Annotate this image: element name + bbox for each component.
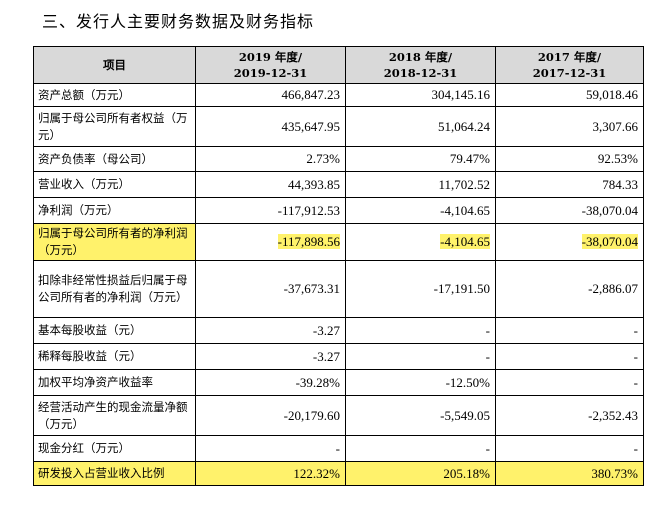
table-row: 扣除非经常性损益后归属于母公司所有者的净利润（万元） -37,673.31 -1…	[33, 260, 644, 318]
value-2018: 11,702.52	[345, 171, 496, 198]
row-label: 稀释每股收益（元）	[33, 343, 196, 370]
value-2017: -38,070.04	[495, 223, 644, 261]
value-2019: 44,393.85	[195, 171, 346, 198]
value-2017: -2,886.07	[495, 260, 644, 318]
value-2018: 304,145.16	[345, 83, 496, 107]
value-2019: 466,847.23	[195, 83, 346, 107]
value-2019: -20,179.60	[195, 395, 346, 436]
value-2017: 380.73%	[495, 461, 644, 486]
value-2018: -	[345, 343, 496, 370]
row-label: 归属于母公司所有者权益（万元）	[33, 106, 196, 147]
value-2017: -2,352.43	[495, 395, 644, 436]
value-2019: -3.27	[195, 343, 346, 370]
value-2018: -4,104.65	[345, 223, 496, 261]
value-2019: 2.73%	[195, 146, 346, 172]
value-2018: 79.47%	[345, 146, 496, 172]
value-2017-text: -38,070.04	[581, 234, 638, 249]
header-2017-line1: 2017 年度/	[537, 50, 602, 64]
financial-indicators-table: 项目 2019 年度/2019-12-31 2018 年度/2018-12-31…	[33, 46, 644, 486]
value-2019: -39.28%	[195, 369, 346, 396]
value-2018: -5,549.05	[345, 395, 496, 436]
row-label: 经营活动产生的现金流量净额（万元）	[33, 395, 196, 436]
table-row: 归属于母公司所有者权益（万元） 435,647.95 51,064.24 3,3…	[33, 106, 644, 147]
value-2017: 3,307.66	[495, 106, 644, 147]
value-2019: 435,647.95	[195, 106, 346, 147]
table-row: 营业收入（万元） 44,393.85 11,702.52 784.33	[33, 171, 644, 198]
value-2018: -12.50%	[345, 369, 496, 396]
header-2019-line2: 2019-12-31	[233, 66, 308, 80]
value-2018-text: -4,104.65	[440, 234, 490, 249]
table-header-row: 项目 2019 年度/2019-12-31 2018 年度/2018-12-31…	[33, 46, 644, 84]
value-2018: -	[345, 317, 496, 344]
row-label: 营业收入（万元）	[33, 171, 196, 198]
header-2018-line2: 2018-12-31	[383, 66, 458, 80]
table-row: 资产总额（万元） 466,847.23 304,145.16 59,018.46	[33, 83, 644, 107]
value-2017: -	[495, 435, 644, 462]
value-2019: -117,912.53	[195, 197, 346, 224]
row-label: 资产负债率（母公司）	[33, 146, 196, 172]
header-item-label: 项目	[103, 58, 126, 72]
value-2017: 59,018.46	[495, 83, 644, 107]
table-row: 净利润（万元） -117,912.53 -4,104.65 -38,070.04	[33, 197, 644, 224]
table-row-highlighted: 研发投入占营业收入比例 122.32% 205.18% 380.73%	[33, 461, 644, 486]
table-row: 现金分红（万元） - - -	[33, 435, 644, 462]
table-row: 稀释每股收益（元） -3.27 - -	[33, 343, 644, 370]
row-label: 现金分红（万元）	[33, 435, 196, 462]
row-label: 加权平均净资产收益率	[33, 369, 196, 396]
value-2019: -3.27	[195, 317, 346, 344]
row-label: 基本每股收益（元）	[33, 317, 196, 344]
value-2018: 205.18%	[345, 461, 496, 486]
value-2017: 784.33	[495, 171, 644, 198]
header-2018-line1: 2018 年度/	[388, 50, 453, 64]
value-2017: 92.53%	[495, 146, 644, 172]
value-2019: -37,673.31	[195, 260, 346, 318]
value-2019-text: -117,898.56	[277, 234, 340, 249]
value-2018: -17,191.50	[345, 260, 496, 318]
table-row-highlighted: 归属于母公司所有者的净利润（万元） -117,898.56 -4,104.65 …	[33, 223, 644, 261]
row-label: 净利润（万元）	[33, 197, 196, 224]
header-2018: 2018 年度/2018-12-31	[345, 46, 496, 84]
value-2019: 122.32%	[195, 461, 346, 486]
header-item: 项目	[33, 46, 196, 84]
row-label: 扣除非经常性损益后归属于母公司所有者的净利润（万元）	[33, 260, 196, 318]
header-2019: 2019 年度/2019-12-31	[195, 46, 346, 84]
value-2017: -	[495, 369, 644, 396]
header-2017-line2: 2017-12-31	[532, 66, 607, 80]
row-label: 研发投入占营业收入比例	[33, 461, 196, 486]
row-label: 归属于母公司所有者的净利润（万元）	[33, 223, 196, 261]
value-2017: -	[495, 343, 644, 370]
table-row: 基本每股收益（元） -3.27 - -	[33, 317, 644, 344]
value-2018: -	[345, 435, 496, 462]
row-label: 资产总额（万元）	[33, 83, 196, 107]
value-2019: -117,898.56	[195, 223, 346, 261]
table-row: 经营活动产生的现金流量净额（万元） -20,179.60 -5,549.05 -…	[33, 395, 644, 436]
section-title: 三、发行人主要财务数据及财务指标	[42, 12, 315, 31]
value-2018: 51,064.24	[345, 106, 496, 147]
header-2017: 2017 年度/2017-12-31	[495, 46, 644, 84]
header-2019-line1: 2019 年度/	[238, 50, 303, 64]
value-2017: -	[495, 317, 644, 344]
table-row: 加权平均净资产收益率 -39.28% -12.50% -	[33, 369, 644, 396]
table-row: 资产负债率（母公司） 2.73% 79.47% 92.53%	[33, 146, 644, 172]
value-2017: -38,070.04	[495, 197, 644, 224]
value-2019: -	[195, 435, 346, 462]
value-2018: -4,104.65	[345, 197, 496, 224]
